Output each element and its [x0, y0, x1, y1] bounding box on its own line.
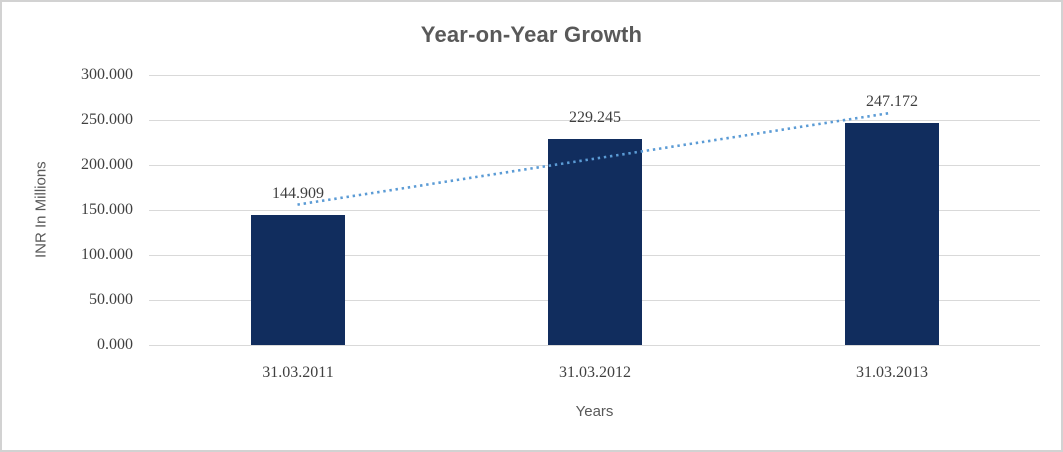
- gridline: [149, 345, 1040, 346]
- y-tick-label: 300.000: [81, 66, 133, 83]
- data-label: 229.245: [569, 109, 621, 126]
- y-tick-label: 250.000: [81, 111, 133, 128]
- category-label: 31.03.2011: [262, 364, 334, 381]
- x-axis-title: Years: [575, 403, 614, 420]
- gridline: [149, 75, 1040, 76]
- y-tick-label: 150.000: [81, 201, 133, 218]
- data-label: 247.172: [866, 93, 918, 110]
- category-label: 31.03.2013: [856, 364, 928, 381]
- bar: [845, 123, 939, 345]
- chart-title: Year-on-Year Growth: [420, 22, 643, 47]
- y-tick-label: 0.000: [97, 336, 133, 353]
- bar: [251, 215, 345, 345]
- category-label: 31.03.2012: [559, 364, 631, 381]
- y-tick-label: 50.000: [89, 291, 133, 308]
- y-tick-label: 100.000: [81, 246, 133, 263]
- data-label: 144.909: [272, 185, 324, 202]
- bar: [548, 139, 642, 345]
- y-tick-label: 200.000: [81, 156, 133, 173]
